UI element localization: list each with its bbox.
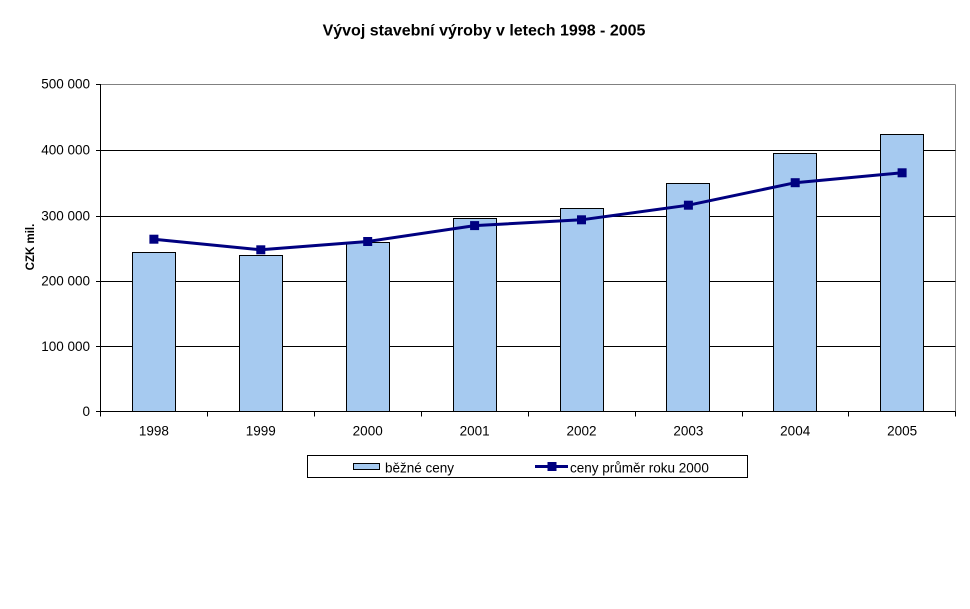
svg-text:100 000: 100 000 <box>41 339 90 354</box>
svg-text:2005: 2005 <box>887 424 917 439</box>
svg-text:ceny průměr roku 2000: ceny průměr roku 2000 <box>570 461 709 476</box>
svg-text:běžné ceny: běžné ceny <box>385 461 454 476</box>
svg-text:CZK mil.: CZK mil. <box>25 224 37 271</box>
svg-text:500 000: 500 000 <box>41 77 90 92</box>
svg-text:300 000: 300 000 <box>41 209 90 224</box>
svg-text:0: 0 <box>82 404 90 419</box>
svg-text:Vývoj stavební výroby v letech: Vývoj stavební výroby v letech 1998 - 20… <box>323 23 646 40</box>
svg-text:2002: 2002 <box>566 424 596 439</box>
svg-text:400 000: 400 000 <box>41 143 90 158</box>
svg-text:1998: 1998 <box>139 424 169 439</box>
svg-text:2000: 2000 <box>353 424 383 439</box>
svg-text:2003: 2003 <box>673 424 703 439</box>
svg-text:200 000: 200 000 <box>41 274 90 289</box>
svg-text:2001: 2001 <box>460 424 490 439</box>
svg-text:1999: 1999 <box>246 424 276 439</box>
svg-text:2004: 2004 <box>780 424 811 439</box>
